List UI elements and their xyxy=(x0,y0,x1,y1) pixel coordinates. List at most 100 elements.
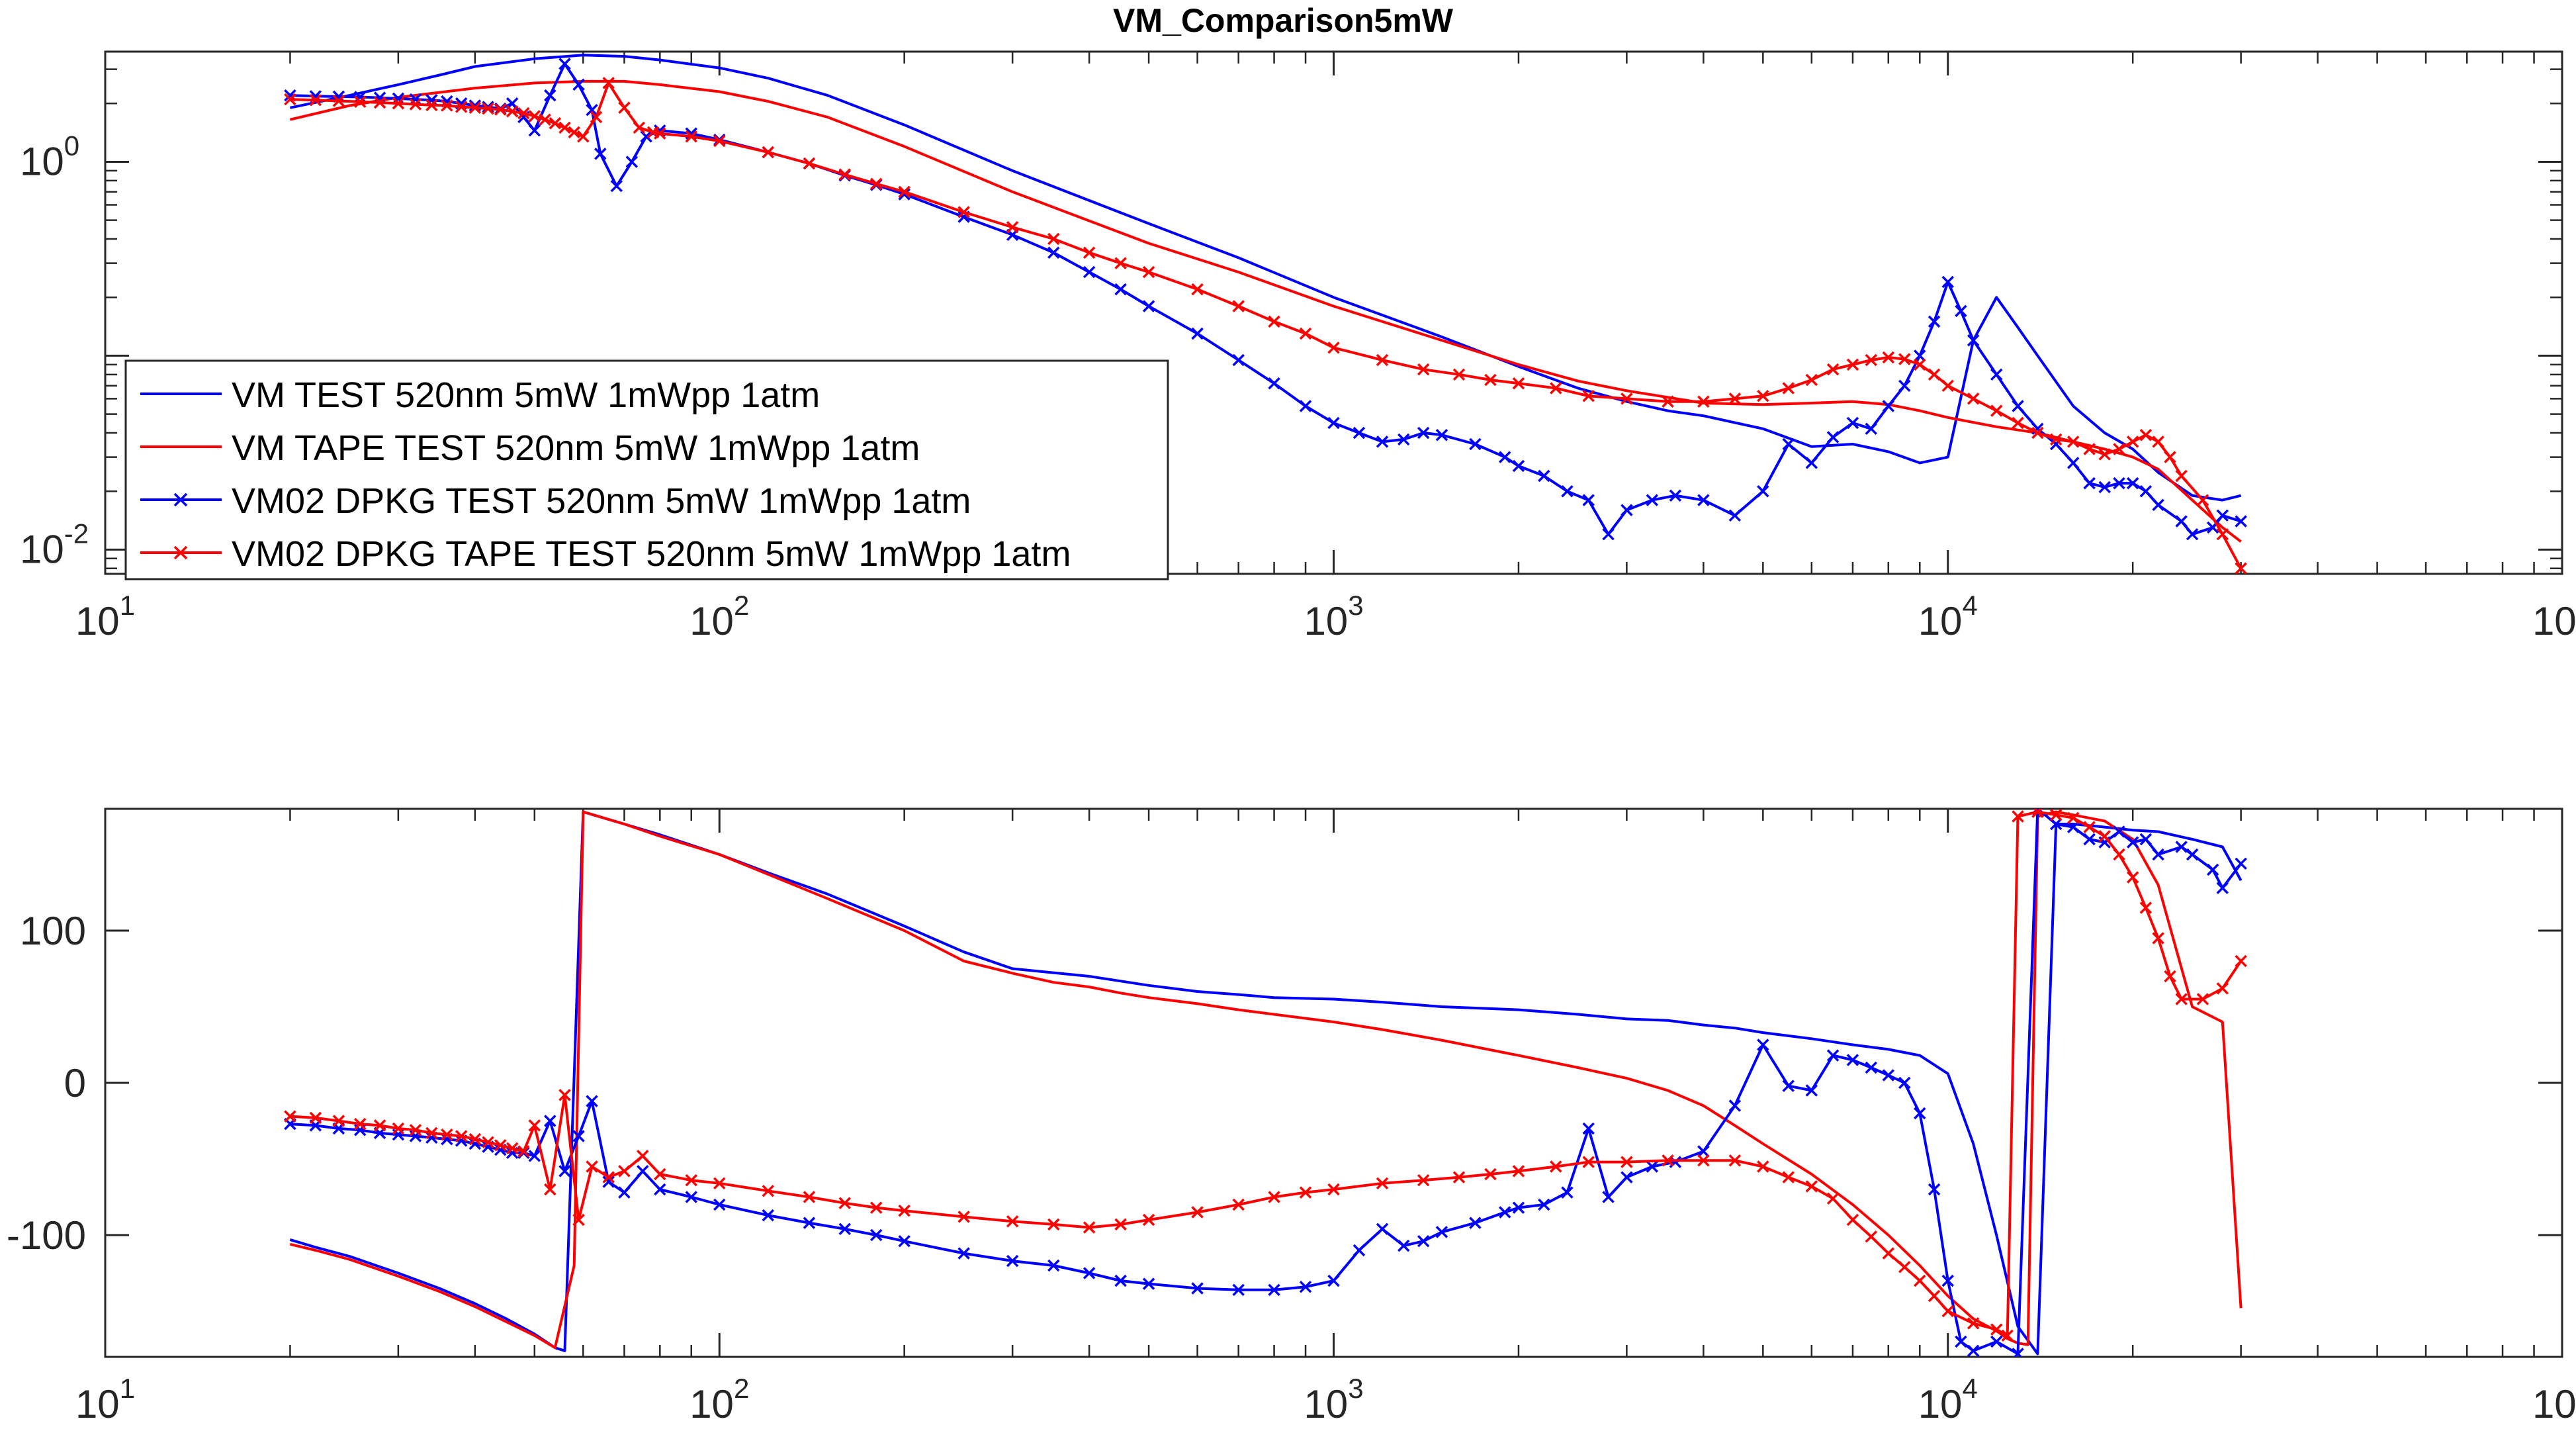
top-data-point xyxy=(594,148,607,160)
top-data-point xyxy=(640,130,652,143)
bottom-data-point xyxy=(1083,1221,1096,1234)
bottom-data-point xyxy=(1191,1206,1204,1219)
bottom-data-point xyxy=(2152,848,2164,861)
top-data-point xyxy=(685,130,698,143)
top-data-point xyxy=(1728,392,1742,405)
bottom-data-point xyxy=(284,1110,296,1123)
top-data-point xyxy=(2152,436,2164,448)
top-x-tick-base: 10 xyxy=(75,599,120,643)
top-x-tick-label: 105 xyxy=(2532,590,2576,643)
bottom-data-point xyxy=(1376,1223,1389,1236)
bottom-data-point xyxy=(898,1204,910,1217)
bottom-data-point xyxy=(455,1130,468,1142)
top-data-point xyxy=(1268,315,1280,328)
top-data-point xyxy=(2083,443,2096,455)
top-data-point xyxy=(494,103,507,116)
bottom-data-point xyxy=(558,1089,571,1101)
top-data-point xyxy=(482,102,494,115)
bottom-data-point xyxy=(1602,1191,1615,1203)
bottom-data-point xyxy=(1114,1218,1127,1231)
top-data-point xyxy=(1967,334,1980,347)
top-data-point xyxy=(506,105,519,118)
top-data-point xyxy=(1376,353,1389,367)
bottom-data-point xyxy=(762,1185,774,1197)
top-x-tick-exponent: 2 xyxy=(734,590,749,621)
top-data-point xyxy=(572,78,585,91)
bottom-data-point xyxy=(1728,1154,1742,1167)
top-data-point xyxy=(1582,494,1595,506)
top-data-point xyxy=(544,89,556,102)
bottom-data-point xyxy=(2113,848,2125,861)
bottom-data-point xyxy=(1967,1317,1980,1330)
top-data-point xyxy=(332,95,345,107)
top-data-point xyxy=(1990,368,2003,381)
top-data-point xyxy=(1484,373,1497,387)
bottom-data-point xyxy=(618,1186,631,1199)
legend-item: VM TAPE TEST 520nm 5mW 1mWpp 1atm xyxy=(140,428,920,468)
top-data-point xyxy=(1538,469,1550,483)
top-data-point xyxy=(602,77,615,89)
bottom-data-point xyxy=(309,1111,322,1125)
bottom-data-point xyxy=(494,1139,507,1152)
top-data-point xyxy=(373,96,386,109)
bottom-data-point xyxy=(2083,833,2096,846)
top-data-point xyxy=(2139,428,2153,441)
legend-label: VM02 DPKG TAPE TEST 520nm 5mW 1mWpp 1atm xyxy=(232,534,1071,574)
top-data-point xyxy=(1353,426,1366,439)
top-data-point xyxy=(2186,528,2199,541)
top-x-tick-base: 10 xyxy=(1304,599,1348,643)
bottom-data-point xyxy=(2049,817,2063,831)
top-data-point xyxy=(1621,504,1633,516)
bottom-data-point xyxy=(602,1176,615,1188)
bottom-data-point xyxy=(1191,1282,1204,1295)
bottom-data-point xyxy=(1782,1080,1795,1092)
bottom-data-point xyxy=(2066,821,2080,833)
bottom-data-point xyxy=(1417,1174,1430,1187)
bottom-data-point xyxy=(1268,1283,1280,1297)
top-data-point xyxy=(1646,494,1659,506)
top-data-point xyxy=(625,156,639,168)
top-data-point xyxy=(610,179,623,193)
top-data-point xyxy=(2196,494,2209,506)
bottom-data-point xyxy=(654,1183,666,1196)
bottom-x-tick-label: 102 xyxy=(689,1373,749,1426)
top-data-point xyxy=(803,157,816,170)
bottom-data-point xyxy=(685,1174,698,1187)
top-data-point xyxy=(618,101,631,115)
top-axis-ticks: 10110210310410510010-2 xyxy=(20,52,2576,643)
bottom-data-point xyxy=(1805,1180,1818,1193)
bottom-data-point xyxy=(1757,1039,1769,1051)
bottom-data-point xyxy=(482,1136,494,1148)
bottom-data-point xyxy=(1882,1247,1895,1260)
top-data-point xyxy=(1826,363,1840,376)
bottom-data-point xyxy=(1452,1171,1466,1183)
top-data-point xyxy=(2175,515,2188,528)
bottom-data-point xyxy=(957,1211,970,1223)
legend-box xyxy=(124,359,1169,580)
top-data-point xyxy=(1047,232,1060,246)
top-data-point xyxy=(1782,382,1795,394)
top-data-point xyxy=(1602,528,1615,541)
bottom-data-point xyxy=(898,1234,910,1248)
bottom-data-point xyxy=(2098,830,2111,843)
bottom-data-point xyxy=(713,1198,726,1211)
bottom-data-point xyxy=(1941,1274,1954,1287)
top-data-point xyxy=(1268,377,1280,390)
bottom-panel-phase: 1011021031041051000-100 xyxy=(7,808,2576,1426)
bottom-axes-box xyxy=(104,808,2563,1358)
bottom-data-point xyxy=(517,1145,530,1158)
bottom-data-point xyxy=(425,1127,438,1140)
bottom-data-point xyxy=(1846,1213,1859,1226)
top-data-point xyxy=(2216,528,2229,541)
bottom-data-point xyxy=(1662,1154,1674,1167)
top-data-point xyxy=(2126,436,2139,448)
bottom-x-tick-label: 105 xyxy=(2532,1373,2576,1426)
bottom-data-point xyxy=(528,1150,541,1162)
top-data-point xyxy=(2113,443,2125,455)
bottom-data-point xyxy=(1865,1230,1878,1243)
top-data-point xyxy=(898,185,910,199)
top-x-tick-label: 104 xyxy=(1918,590,1978,643)
bottom-data-point xyxy=(572,1213,585,1226)
top-data-point xyxy=(1047,246,1060,259)
